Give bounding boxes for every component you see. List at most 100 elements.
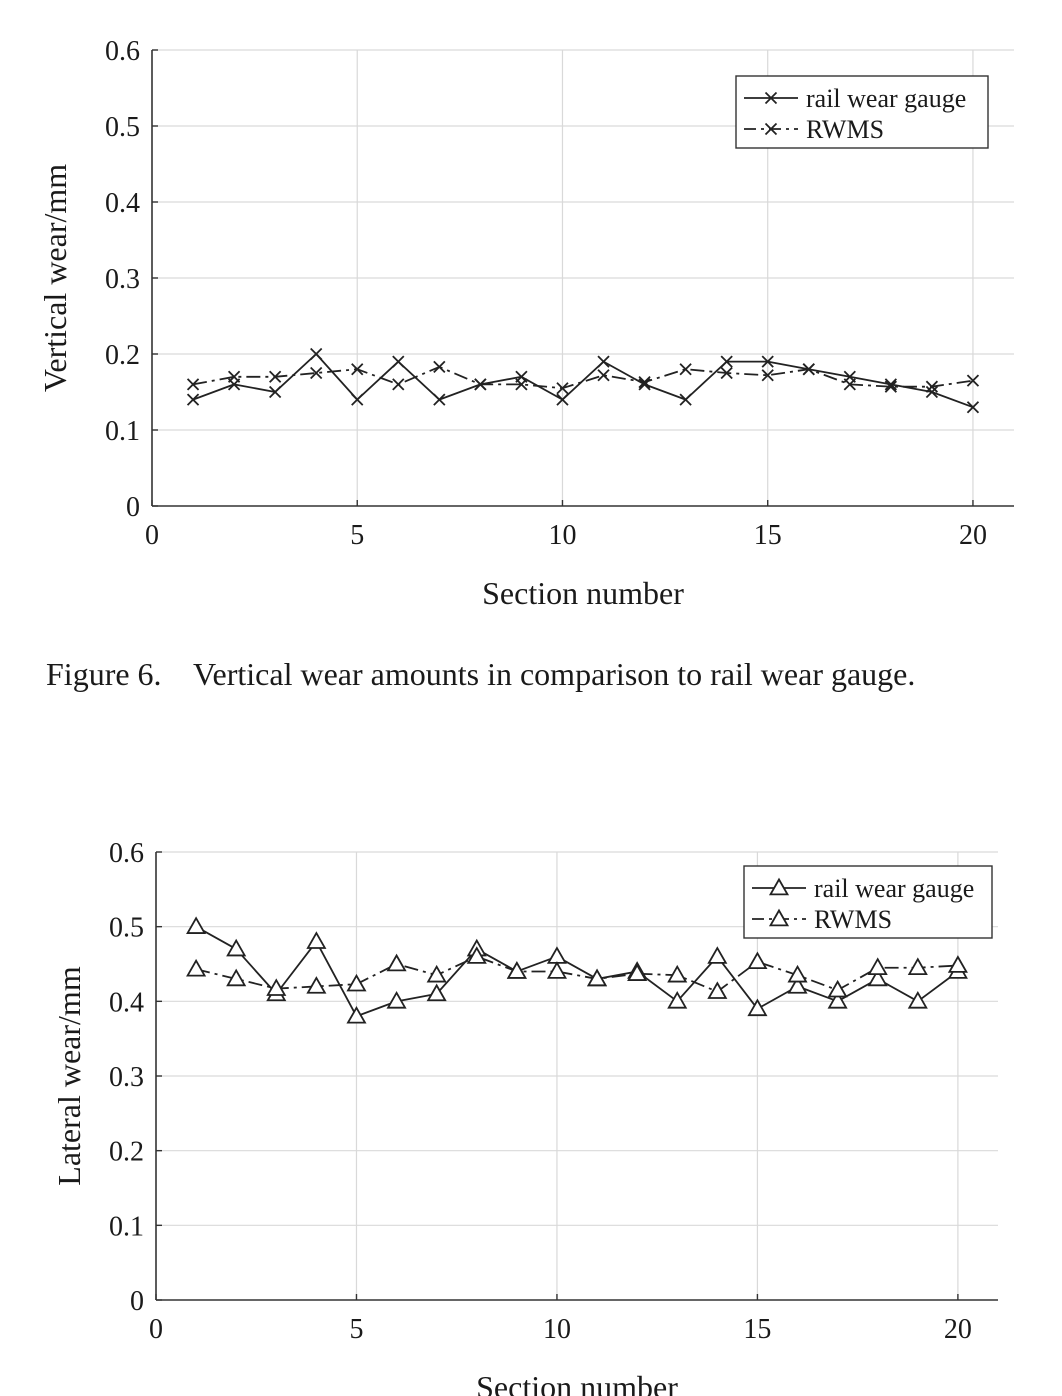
lateral-data-point — [186, 916, 207, 934]
vertical-ytick-label: 0.1 — [105, 416, 140, 447]
vertical-data-point — [392, 355, 405, 368]
vertical-legend-label: RWMS — [806, 115, 884, 144]
vertical-data-point — [351, 393, 364, 406]
lateral-legend-marker — [768, 908, 790, 927]
vertical-legend-box — [735, 75, 989, 149]
vertical-data-point — [310, 366, 323, 380]
lateral-data-point — [947, 955, 968, 973]
vertical-data-point — [186, 378, 200, 391]
lateral-data-point — [466, 946, 487, 964]
vertical-data-point — [884, 380, 897, 393]
vertical-legend-label: rail wear gauge — [806, 84, 966, 113]
vertical-data-point — [186, 393, 200, 406]
lateral-xtick-label: 15 — [743, 1314, 771, 1345]
lateral-data-point — [386, 953, 407, 972]
lateral-data-point — [546, 946, 568, 964]
lateral-data-point — [506, 961, 527, 979]
vertical-data-point — [966, 401, 980, 414]
lateral-data-point — [586, 968, 608, 987]
vertical-data-point — [474, 378, 487, 391]
lateral-data-point — [667, 991, 688, 1009]
vertical-data-point — [556, 382, 569, 395]
vertical-data-point — [925, 380, 939, 393]
vertical-data-point — [597, 355, 610, 368]
vertical-data-point — [925, 385, 939, 399]
lateral-data-point — [546, 961, 568, 979]
lateral-data-point — [386, 991, 407, 1009]
lateral-data-point — [787, 964, 808, 983]
vertical-data-point — [720, 355, 733, 368]
vertical-ytick-label: 0.2 — [105, 340, 140, 371]
lateral-series-line — [195, 955, 958, 993]
vertical-data-point — [556, 393, 569, 406]
lateral-data-point — [747, 951, 768, 970]
vertical-ytick-label: 0.3 — [105, 264, 140, 295]
vertical-data-point — [227, 370, 241, 383]
vertical-data-point — [351, 363, 364, 376]
lateral-data-point — [907, 957, 928, 976]
vertical-series-2 — [186, 360, 980, 395]
lateral-ytick-label: 0 — [130, 1286, 144, 1317]
vertical-data-point — [433, 393, 446, 406]
lateral-data-point — [226, 968, 247, 987]
vertical-xtick-label: 0 — [145, 520, 159, 551]
vertical-ytick-label: 0.4 — [105, 188, 140, 219]
vertical-data-point — [269, 385, 282, 399]
lateral-xlabel: Section number — [476, 1369, 678, 1396]
vertical-xtick-label: 15 — [754, 520, 782, 551]
lateral-series-line — [195, 925, 959, 1018]
lateral-data-point — [867, 968, 888, 987]
vertical-ytick-label: 0 — [126, 492, 140, 523]
lateral-xtick-label: 0 — [149, 1314, 163, 1345]
vertical-legend-marker — [764, 91, 778, 105]
vertical-data-point — [433, 360, 446, 374]
vertical-series-line — [192, 366, 974, 390]
lateral-data-point — [186, 958, 207, 977]
lateral-data-point — [827, 979, 848, 998]
vertical-xtick-label: 5 — [350, 520, 364, 551]
lateral-ytick-label: 0.3 — [109, 1062, 144, 1093]
vertical-data-point — [392, 378, 405, 391]
lateral-ytick-label: 0.1 — [109, 1211, 144, 1242]
vertical-legend-marker — [764, 122, 778, 136]
lateral-data-point — [867, 957, 888, 976]
lateral-xtick-label: 10 — [543, 1314, 571, 1345]
lateral-data-point — [306, 931, 327, 949]
vertical-data-point — [597, 369, 610, 382]
vertical-wear-chart: 0 5 10 15 20 0 0.1 0.2 0.3 0.4 0.5 0.6 Section numbe… — [37, 36, 1014, 611]
vertical-xtick-label: 10 — [548, 520, 576, 551]
vertical-data-point — [310, 347, 323, 361]
vertical-data-point — [515, 378, 528, 391]
lateral-legend-marker — [768, 877, 790, 896]
vertical-data-point — [720, 366, 733, 380]
lateral-xtick-label: 5 — [349, 1314, 363, 1345]
lateral-ytick-label: 0.5 — [109, 913, 144, 944]
lateral-ytick-label: 0.4 — [109, 987, 144, 1018]
lateral-data-point — [827, 991, 848, 1009]
lateral-data-point — [346, 973, 367, 992]
lateral-data-point — [707, 981, 728, 999]
lateral-legend-label: rail wear gauge — [814, 874, 974, 903]
vertical-data-point — [884, 378, 897, 391]
lateral-data-point — [346, 1005, 367, 1024]
lateral-legend-label: RWMS — [814, 905, 892, 934]
vertical-data-point — [802, 363, 815, 376]
lateral-data-point — [667, 964, 688, 983]
figure-caption: Figure 6. Vertical wear amounts in compa… — [46, 656, 916, 692]
lateral-ytick-label: 0.2 — [109, 1137, 144, 1168]
lateral-data-point — [747, 998, 768, 1017]
lateral-series-2 — [186, 946, 968, 999]
lateral-data-point — [907, 991, 928, 1009]
lateral-data-point — [426, 964, 447, 983]
lateral-data-point — [426, 983, 447, 1002]
vertical-data-point — [761, 369, 774, 382]
vertical-xlabel: Section number — [482, 575, 684, 611]
vertical-data-point — [679, 363, 692, 376]
vertical-data-point — [761, 355, 774, 368]
vertical-ytick-label: 0.5 — [105, 112, 140, 143]
lateral-data-point — [707, 946, 728, 964]
vertical-series-1 — [186, 347, 980, 414]
lateral-data-point — [627, 963, 648, 981]
